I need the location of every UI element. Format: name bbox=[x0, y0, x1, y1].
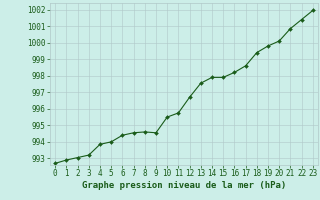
X-axis label: Graphe pression niveau de la mer (hPa): Graphe pression niveau de la mer (hPa) bbox=[82, 181, 286, 190]
